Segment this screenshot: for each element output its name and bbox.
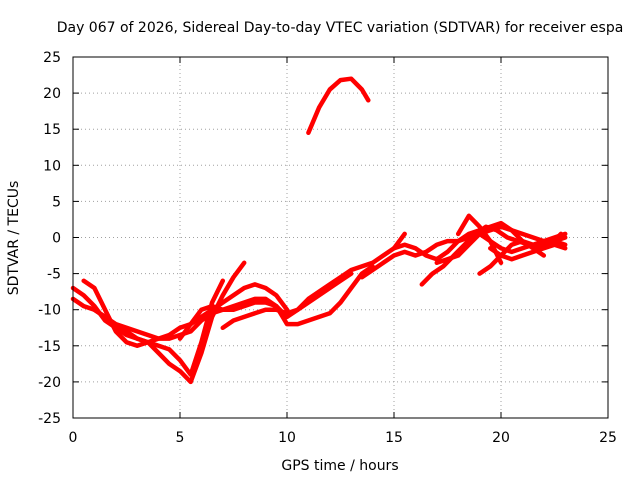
y-tick-label: -20	[38, 375, 61, 391]
series-arc-j	[419, 224, 564, 287]
series-arc-g	[306, 76, 371, 136]
series-arc-m	[477, 235, 568, 276]
y-tick-label: -5	[47, 267, 61, 283]
y-tick-label: 0	[52, 231, 61, 247]
x-tick-label: 10	[278, 430, 296, 446]
series-arc-a	[70, 260, 247, 385]
chart-title: Day 067 of 2026, Sidereal Day-to-day VTE…	[57, 20, 624, 36]
series-arc-e	[177, 264, 375, 341]
series-arc-f	[220, 231, 407, 331]
y-axis-label: SDTVAR / TECUs	[6, 181, 22, 296]
series-arc-c	[81, 278, 290, 349]
series-arc-k	[434, 231, 568, 266]
y-tick-label: 10	[43, 158, 61, 174]
axis-ticks: 0 5 10 15 20 25 -25 -20 -15 -10 -5 0 5 10 15 20 25	[38, 50, 617, 446]
y-tick-label: -15	[38, 339, 61, 355]
x-tick-label: 20	[492, 430, 510, 446]
y-tick-label: 25	[43, 50, 61, 66]
y-tick-label: -25	[38, 411, 61, 427]
x-tick-label: 5	[176, 430, 185, 446]
series-arc-n	[488, 242, 568, 262]
y-tick-label: 20	[43, 86, 61, 102]
x-tick-label: 15	[385, 430, 403, 446]
y-tick-label: 15	[43, 122, 61, 138]
y-tick-label: -10	[38, 303, 61, 319]
x-axis-label: GPS time / hours	[281, 458, 398, 474]
x-tick-label: 25	[599, 430, 617, 446]
series-arc-i	[391, 220, 547, 262]
x-tick-label: 0	[69, 430, 78, 446]
y-tick-label: 5	[52, 194, 61, 210]
series-group	[70, 76, 568, 385]
